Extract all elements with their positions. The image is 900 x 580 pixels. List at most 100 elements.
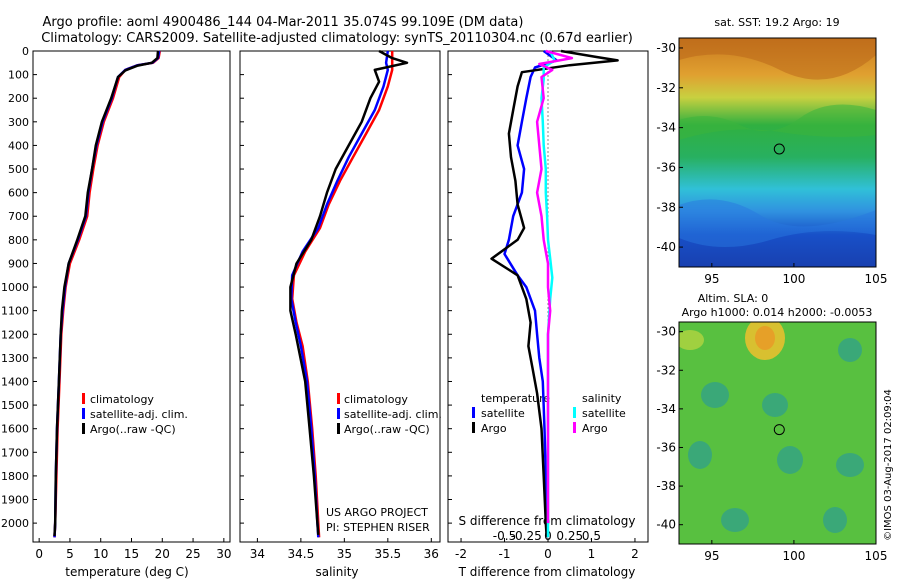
depth-tick-label: 1700	[1, 446, 29, 459]
sla-bump	[679, 330, 704, 350]
sst-front-band	[679, 104, 876, 140]
salinity-xtick-label: 35.5	[374, 547, 401, 561]
legend-title-salinity: salinity	[582, 392, 622, 405]
copyright-timestamp: ©IMOS 03-Aug-2017 02:09:04	[883, 389, 894, 541]
sla_map-ytick-label: -30	[656, 325, 676, 339]
sla_map-ytick-label: -36	[656, 440, 676, 454]
sla_map-xtick-label: 100	[782, 549, 805, 563]
legend-label-satellite: satellite-adj. clim.	[90, 408, 188, 421]
sla-high-core	[755, 326, 775, 350]
legend-swatch-climatology	[337, 393, 340, 404]
legend-label-argo: Argo(..raw -QC)	[90, 423, 176, 436]
sst_map-ytick-label: -34	[656, 121, 676, 135]
depth-tick-label: 1000	[1, 281, 29, 294]
difference-series-salinity-argo	[535, 49, 574, 524]
temperature-xtick-label: 15	[124, 547, 139, 561]
depth-tick-label: 600	[8, 187, 29, 200]
salinity-series-satellite-adj-clim	[290, 50, 390, 538]
legend-label-sal-satellite: satellite	[582, 407, 626, 420]
temperature-xlabel: temperature (deg C)	[65, 565, 188, 579]
sla-map-title-line1: Altim. SLA: 0	[698, 292, 769, 305]
depth-tick-label: 900	[8, 257, 29, 270]
chart-dynamic-marks: 0 5 10 15 20 25 300100200300400500600700800900…	[1, 41, 887, 563]
temperature-xtick-label: 5	[66, 547, 74, 561]
depth-tick-label: 1600	[1, 423, 29, 436]
sla-eddy	[701, 382, 729, 408]
legend-swatch-sal-argo	[573, 422, 576, 433]
sst-map: sat. SST: 19.2 Argo: 19	[678, 16, 877, 268]
depth-tick-label: 2000	[1, 517, 29, 530]
sla-eddy	[688, 441, 712, 469]
project-label: US ARGO PROJECT	[326, 506, 428, 519]
depth-tick-label: 300	[8, 116, 29, 129]
salinity-legend: climatology satellite-adj. clim. Argo(..…	[337, 393, 442, 436]
depth-tick-label: 100	[8, 69, 29, 82]
difference-xtick-label: 2	[631, 547, 639, 561]
depth-tick-label: 800	[8, 234, 29, 247]
temperature-series-satellite-adj-clim	[53, 50, 161, 538]
sst-map-title: sat. SST: 19.2 Argo: 19	[714, 16, 839, 29]
temperature-series-argo-raw-qc	[53, 50, 160, 537]
depth-tick-label: 700	[8, 210, 29, 223]
sst_map-xtick-label: 100	[782, 272, 805, 286]
sst-cold-band	[679, 199, 876, 248]
figure-title-line2: Climatology: CARS2009. Satellite-adjuste…	[41, 31, 633, 46]
sla-eddy	[838, 338, 862, 362]
secondary-xtick-label: 0.5	[582, 529, 601, 543]
salinity-xtick-label: 34.5	[288, 547, 315, 561]
depth-tick-label: 200	[8, 92, 29, 105]
legend-swatch-argo	[337, 423, 340, 434]
sla_map-xtick-label: 105	[865, 549, 888, 563]
difference-xtick-label: -2	[455, 547, 467, 561]
temperature-xtick-label: 30	[216, 547, 231, 561]
sla_map-xtick-label: 95	[704, 549, 719, 563]
depth-tick-label: 1800	[1, 470, 29, 483]
temperature-xtick-label: 20	[155, 547, 170, 561]
sst_map-ytick-label: -38	[656, 200, 676, 214]
difference-legend: temperature satellite Argo salinity sate…	[472, 392, 626, 435]
sst_map-ytick-label: -36	[656, 160, 676, 174]
sla-map: Altim. SLA: 0 Argo h1000: 0.014 h2000: -…	[678, 292, 877, 545]
legend-label-satellite: satellite-adj. clim.	[344, 408, 442, 421]
sst_map-ytick-label: -32	[656, 81, 676, 95]
legend-label-sal-argo: Argo	[582, 422, 608, 435]
legend-swatch-satellite	[82, 408, 85, 419]
difference-xlabel: T difference from climatology	[458, 565, 636, 579]
temperature-xtick-label: 10	[93, 547, 108, 561]
temperature-xtick-label: 25	[185, 547, 200, 561]
sla_map-ytick-label: -32	[656, 363, 676, 377]
sla-eddy	[777, 446, 803, 474]
sla-eddy	[721, 508, 749, 532]
temperature-legend: climatology satellite-adj. clim. Argo(..…	[82, 393, 188, 436]
pi-label: PI: STEPHEN RISER	[326, 521, 430, 534]
sla-map-title-line2: Argo h1000: 0.014 h2000: -0.0053	[682, 306, 873, 319]
legend-label-temp-satellite: satellite	[481, 407, 525, 420]
secondary-xtick-label: 0.25	[556, 529, 583, 543]
depth-tick-label: 1400	[1, 375, 29, 388]
sst_map-profile-location-marker	[773, 143, 785, 155]
sst_map-ytick-label: -30	[656, 41, 676, 55]
sst_map-ytick-label: -40	[656, 240, 676, 254]
sla_map-profile-location-marker	[773, 424, 785, 436]
legend-swatch-sal-satellite	[573, 407, 576, 418]
legend-swatch-argo	[82, 423, 85, 434]
salinity-xtick-label: 35	[337, 547, 352, 561]
legend-swatch-climatology	[82, 393, 85, 404]
sla_map-ytick-label: -38	[656, 479, 676, 493]
legend-label-temp-argo: Argo	[481, 422, 507, 435]
salinity-xtick-label: 34	[250, 547, 265, 561]
sla-eddy	[762, 393, 788, 417]
sla-map-frame	[678, 321, 877, 545]
difference-xtick-label: 1	[588, 547, 596, 561]
depth-tick-label: 1900	[1, 494, 29, 507]
figure-title-line1: Argo profile: aoml 4900486_144 04-Mar-20…	[43, 15, 524, 30]
temperature-series-climatology	[53, 50, 162, 538]
salinity-axes	[239, 50, 441, 543]
difference-xtick-label: -1	[499, 547, 511, 561]
sst_map-xtick-label: 105	[865, 272, 888, 286]
salinity-series-argo-raw-qc	[289, 49, 409, 535]
depth-tick-label: 400	[8, 139, 29, 152]
salinity-xlabel: salinity	[315, 565, 358, 579]
